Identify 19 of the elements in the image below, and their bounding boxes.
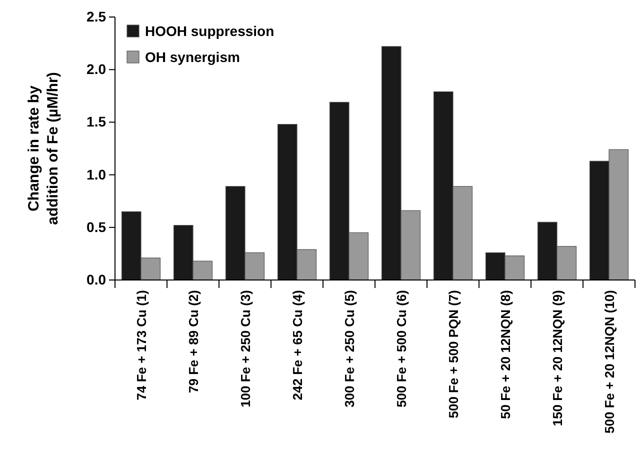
y-tick-label: 2.0 <box>86 61 106 78</box>
legend-label: HOOH suppression <box>145 23 274 39</box>
y-tick-label: 2.5 <box>86 8 106 24</box>
legend-label: OH synergism <box>145 49 240 65</box>
y-tick-label: 0.0 <box>86 271 106 288</box>
x-tick-label: 100 Fe + 250 Cu (3) <box>238 290 253 408</box>
y-tick-label: 0.5 <box>86 218 106 235</box>
x-tick-label: 74 Fe + 173 Cu (1) <box>134 290 149 400</box>
x-tick-label: 300 Fe + 250 Cu (5) <box>342 290 357 408</box>
x-tick-label: 500 Fe + 500 PQN (7) <box>446 290 461 418</box>
x-tick-label: 150 Fe + 20 12NQN (9) <box>550 290 565 426</box>
y-tick-label: 1.0 <box>86 166 106 182</box>
x-tick-label: 242 Fe + 65 Cu (4) <box>290 290 305 400</box>
x-tick-label: 79 Fe + 89 Cu (2) <box>186 290 201 393</box>
x-tick-label: 500 Fe + 20 12NQN (10) <box>602 290 617 434</box>
y-axis-title: Change in rate by addition of Fe (µM/hr) <box>26 72 62 225</box>
x-tick-label: 500 Fe + 500 Cu (6) <box>394 290 409 408</box>
x-tick-label: 50 Fe + 20 12NQN (8) <box>498 290 513 419</box>
y-tick-label: 1.5 <box>86 114 106 130</box>
